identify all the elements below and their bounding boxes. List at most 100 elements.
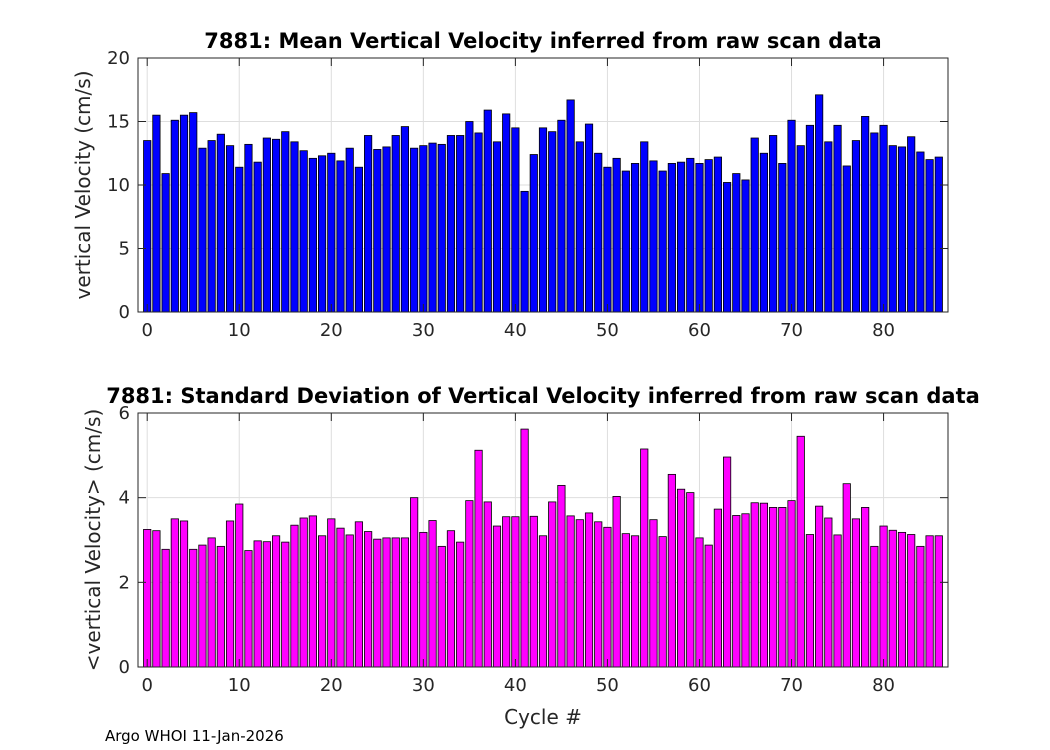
mean-bar-cycle-20 (327, 152, 336, 313)
std-bar-cycle-69 (778, 507, 787, 668)
std-bar-cycle-47 (575, 519, 584, 668)
std-bar-cycle-67 (759, 502, 768, 668)
mean-bar-cycle-74 (824, 141, 833, 313)
mean-bar-cycle-71 (796, 145, 805, 313)
mean-bar-cycle-66 (750, 137, 759, 313)
std-bar-cycle-49 (594, 521, 603, 668)
mean-bar-cycle-75 (833, 124, 842, 313)
std-bar-cycle-30 (419, 531, 428, 668)
std-bar-cycle-23 (354, 521, 363, 668)
std-bar-cycle-83 (907, 534, 916, 668)
mean-bar-cycle-32 (437, 143, 446, 313)
mean-bar-cycle-7 (207, 140, 216, 313)
x-axis-label: Cycle # (504, 705, 582, 729)
mean-bar-cycle-30 (419, 145, 428, 313)
std-bar-cycle-5 (189, 548, 198, 668)
mean-bar-cycle-57 (667, 163, 676, 313)
std-bar-cycle-70 (787, 500, 796, 668)
mean-x-tick-label: 30 (412, 320, 435, 341)
std-x-tick-label: 40 (504, 675, 527, 696)
mean-bar-cycle-26 (382, 146, 391, 313)
mean-x-tick-label: 80 (872, 320, 895, 341)
mean-bar-cycle-81 (888, 145, 897, 313)
mean-x-tick-label: 40 (504, 320, 527, 341)
std-bar-cycle-71 (796, 435, 805, 668)
std-bar-cycle-65 (741, 513, 750, 668)
mean-bar-cycle-2 (161, 173, 170, 313)
mean-bar-cycle-64 (732, 173, 741, 313)
std-bar-cycle-82 (897, 531, 907, 668)
std-bar-cycle-76 (842, 483, 851, 668)
mean-y-tick-label: 15 (107, 112, 130, 133)
std-velocity-ylabel: <vertical Velocity> (cm/s) (81, 409, 105, 672)
mean-bar-cycle-39 (502, 113, 511, 313)
std-bar-cycle-34 (456, 541, 465, 668)
mean-bar-cycle-61 (704, 159, 713, 313)
std-velocity-chart: 0 10 20 30 40 50 60 70 80 0 2 4 6 7881: Standard De… (81, 384, 980, 729)
mean-bar-cycle-10 (235, 166, 244, 313)
std-bar-cycle-72 (805, 534, 815, 668)
mean-bar-cycle-12 (253, 161, 262, 313)
std-x-tick-label: 70 (780, 675, 803, 696)
std-bar-cycle-45 (557, 484, 566, 668)
std-bar-cycle-73 (815, 505, 824, 668)
mean-bar-cycle-11 (244, 143, 253, 313)
mean-bar-cycle-31 (428, 142, 437, 313)
std-bar-cycle-64 (732, 515, 741, 668)
std-bar-cycle-9 (225, 520, 235, 668)
std-x-tick-label: 0 (141, 675, 152, 696)
mean-bar-cycle-45 (557, 119, 566, 313)
std-bar-cycle-43 (538, 535, 548, 668)
std-x-tick-label: 50 (596, 675, 619, 696)
mean-bar-cycle-13 (262, 137, 271, 313)
mean-bar-cycle-83 (907, 136, 916, 313)
mean-bar-cycle-5 (189, 112, 198, 313)
std-bar-cycle-1 (152, 530, 161, 668)
std-bar-cycle-84 (916, 545, 925, 668)
std-bar-cycle-19 (318, 535, 327, 668)
std-bar-cycle-58 (676, 488, 686, 668)
std-bar-cycle-80 (879, 525, 888, 668)
std-bar-cycle-60 (695, 537, 704, 668)
std-bar-cycle-51 (612, 495, 621, 668)
mean-bar-cycle-8 (216, 133, 225, 313)
mean-bar-cycle-77 (851, 140, 861, 313)
mean-bar-cycle-36 (474, 132, 483, 313)
std-x-tick-label: 30 (412, 675, 435, 696)
mean-bar-cycle-40 (511, 127, 520, 313)
mean-bar-cycle-86 (934, 156, 943, 313)
std-bar-cycle-21 (336, 527, 345, 668)
mean-bar-cycle-73 (815, 94, 824, 313)
std-bar-cycle-11 (244, 550, 253, 668)
std-bar-cycle-18 (308, 515, 317, 668)
std-bar-cycle-36 (474, 449, 483, 668)
mean-bar-cycle-35 (465, 121, 474, 313)
mean-bar-cycle-70 (787, 119, 796, 313)
mean-bar-cycle-43 (538, 127, 548, 313)
std-bar-cycle-48 (584, 512, 594, 668)
std-bar-cycle-61 (704, 544, 713, 668)
mean-bar-cycle-37 (483, 109, 492, 313)
std-bar-cycle-10 (235, 503, 244, 668)
mean-bar-cycle-34 (456, 135, 465, 313)
mean-bar-cycle-67 (759, 152, 768, 313)
std-bar-cycle-55 (649, 519, 658, 668)
mean-bar-cycle-42 (529, 154, 538, 313)
std-y-tick-label: 0 (119, 657, 130, 678)
std-bar-cycle-14 (271, 535, 281, 668)
std-y-tick-label: 4 (119, 488, 130, 509)
std-bar-cycle-59 (686, 492, 695, 668)
std-bar-cycle-32 (437, 545, 446, 668)
mean-bar-cycle-15 (281, 131, 290, 313)
mean-x-tick-label: 10 (228, 320, 251, 341)
mean-bar-cycle-6 (198, 147, 207, 313)
mean-bar-cycle-24 (364, 135, 373, 313)
std-bar-cycle-38 (492, 525, 502, 668)
std-bar-cycle-7 (207, 537, 216, 668)
std-bar-cycle-27 (391, 537, 400, 668)
std-bar-cycle-12 (253, 540, 262, 668)
std-velocity-axes-frame (137, 412, 949, 668)
mean-bar-cycle-47 (575, 141, 584, 313)
mean-bar-cycle-53 (630, 163, 640, 313)
std-bar-cycle-78 (861, 507, 870, 668)
